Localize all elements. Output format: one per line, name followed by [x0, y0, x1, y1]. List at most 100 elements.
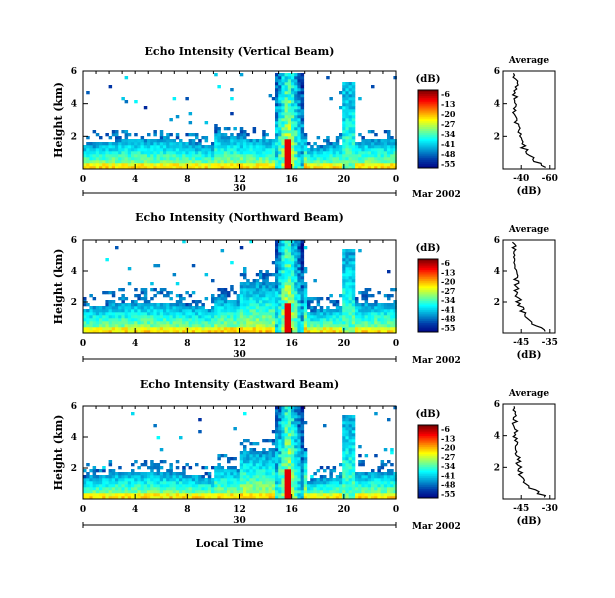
- heatmap-cell: [198, 490, 202, 494]
- heatmap-cell: [294, 493, 298, 497]
- heatmap-cell: [364, 288, 369, 292]
- heatmap-cell: [92, 327, 97, 331]
- heatmap-cell: [252, 466, 257, 470]
- heatmap-cell: [95, 484, 100, 488]
- heatmap-cell: [118, 330, 122, 334]
- heatmap-cell: [236, 315, 241, 319]
- heatmap-cell: [284, 421, 289, 425]
- heatmap-cell: [278, 106, 282, 110]
- heatmap-cell: [102, 484, 106, 488]
- heatmap-cell: [188, 166, 193, 170]
- heatmap-cell: [230, 151, 234, 155]
- heatmap-cell: [239, 163, 244, 167]
- heatmap-cell: [265, 481, 269, 485]
- heatmap-cell: [313, 496, 317, 500]
- heatmap-cell: [246, 451, 250, 455]
- heatmap-cell: [175, 136, 180, 140]
- heatmap-cell: [371, 481, 375, 485]
- heatmap-cell: [236, 154, 241, 158]
- heatmap-cell: [86, 318, 90, 322]
- heatmap-cell: [131, 151, 135, 155]
- heatmap-cell: [278, 276, 282, 280]
- heatmap-cell: [281, 163, 285, 167]
- heatmap-cell: [291, 448, 295, 452]
- heatmap-cell: [83, 312, 87, 316]
- heatmap-cell: [249, 469, 253, 473]
- heatmap-cell: [201, 493, 205, 497]
- heatmap-cell: [156, 463, 161, 467]
- heatmap-cell: [278, 421, 282, 425]
- heatmap-cell: [175, 330, 180, 334]
- heatmap-cell: [147, 315, 151, 319]
- heatmap-cell: [287, 79, 292, 83]
- heatmap-cell: [214, 151, 218, 155]
- heatmap-cell: [233, 321, 237, 325]
- heatmap-cell: [191, 166, 196, 170]
- colorbar-swatch: [418, 291, 438, 295]
- heatmap-cell: [191, 300, 196, 304]
- heatmap-cell: [239, 496, 244, 500]
- heatmap-cell: [249, 318, 253, 322]
- heatmap-cell: [291, 496, 295, 500]
- heatmap-cell: [182, 151, 186, 155]
- heatmap-cell: [95, 321, 100, 325]
- heatmap-cell: [239, 133, 244, 137]
- heatmap-cell: [211, 466, 215, 470]
- heatmap-cell: [230, 288, 234, 292]
- heatmap-cell: [153, 157, 157, 161]
- heatmap-cell: [281, 264, 285, 268]
- heatmap-cell: [371, 321, 375, 325]
- heatmap-cell: [115, 133, 119, 137]
- heatmap-cell: [211, 484, 215, 488]
- heatmap-cell: [275, 160, 279, 164]
- heatmap-cell: [387, 487, 391, 491]
- heatmap-cell: [300, 243, 305, 247]
- heatmap-cell: [262, 145, 266, 149]
- heatmap-cell: [83, 303, 87, 307]
- heatmap-cell: [287, 148, 292, 152]
- heatmap-cell: [89, 154, 93, 158]
- heatmap-cell: [307, 151, 311, 155]
- heatmap-cell: [361, 472, 365, 476]
- heatmap-cell: [278, 163, 282, 167]
- heatmap-cell: [207, 318, 212, 322]
- heatmap-cell: [351, 139, 356, 143]
- heatmap-cell: [351, 270, 356, 274]
- heatmap-cell: [182, 481, 186, 485]
- heatmap-cell: [307, 300, 311, 304]
- heatmap-cell: [345, 291, 349, 295]
- heatmap-cell: [383, 163, 388, 167]
- heatmap-cell: [281, 415, 285, 419]
- heatmap-cell: [268, 273, 273, 277]
- heatmap-cell: [179, 151, 183, 155]
- heatmap-cell: [377, 321, 381, 325]
- heatmap-cell: [291, 109, 295, 113]
- heatmap-cell: [230, 145, 234, 149]
- heatmap-cell: [319, 487, 324, 491]
- heatmap-cell: [102, 496, 106, 500]
- heatmap-cell: [364, 142, 369, 146]
- heatmap-cell: [383, 303, 388, 307]
- x-tick-label: 8: [184, 175, 190, 185]
- heatmap-cell: [262, 475, 266, 479]
- heatmap-cell: [262, 478, 266, 482]
- heatmap-cell: [86, 330, 90, 334]
- heatmap-cell: [355, 151, 359, 155]
- heatmap-cell: [236, 297, 241, 301]
- heatmap-cell: [351, 454, 356, 458]
- heatmap-cell: [364, 303, 369, 307]
- heatmap-cell: [220, 309, 225, 313]
- heatmap-cell: [294, 433, 298, 437]
- heatmap-cell: [351, 97, 356, 101]
- heatmap-cell: [214, 469, 218, 473]
- heatmap-cell: [111, 133, 116, 137]
- heatmap-cell: [275, 418, 279, 422]
- colorbar-tick-label: -34: [441, 295, 456, 305]
- heatmap-cell: [179, 324, 183, 328]
- colorbar-tick-label: -6: [441, 89, 450, 99]
- heatmap-cell: [300, 454, 305, 458]
- heatmap-cell: [188, 478, 193, 482]
- heatmap-cell: [303, 270, 308, 274]
- heatmap-cell: [281, 303, 285, 307]
- heatmap-cell: [217, 133, 221, 137]
